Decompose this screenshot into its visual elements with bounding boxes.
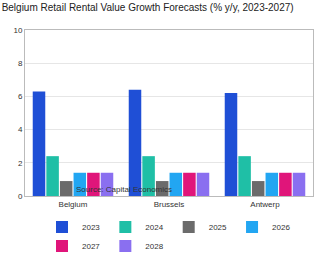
svg-text:2025: 2025	[209, 223, 227, 232]
svg-text:Belgium: Belgium	[59, 200, 88, 209]
svg-text:Brussels: Brussels	[154, 200, 185, 209]
svg-text:Antwerp: Antwerp	[250, 200, 280, 209]
svg-text:8: 8	[18, 59, 23, 68]
svg-text:2026: 2026	[272, 223, 290, 232]
svg-text:6: 6	[18, 92, 23, 101]
svg-text:0: 0	[18, 192, 23, 201]
svg-text:2027: 2027	[82, 242, 100, 251]
svg-text:4: 4	[18, 125, 23, 134]
svg-text:2024: 2024	[145, 223, 163, 232]
svg-text:2023: 2023	[82, 223, 100, 232]
svg-text:2028: 2028	[145, 242, 163, 251]
svg-text:Source: Capital Economics: Source: Capital Economics	[76, 185, 172, 194]
svg-text:10: 10	[13, 26, 22, 35]
svg-text:Belgium Retail Rental Value Gr: Belgium Retail Rental Value Growth Forec…	[2, 2, 294, 13]
svg-text:2: 2	[18, 159, 23, 168]
